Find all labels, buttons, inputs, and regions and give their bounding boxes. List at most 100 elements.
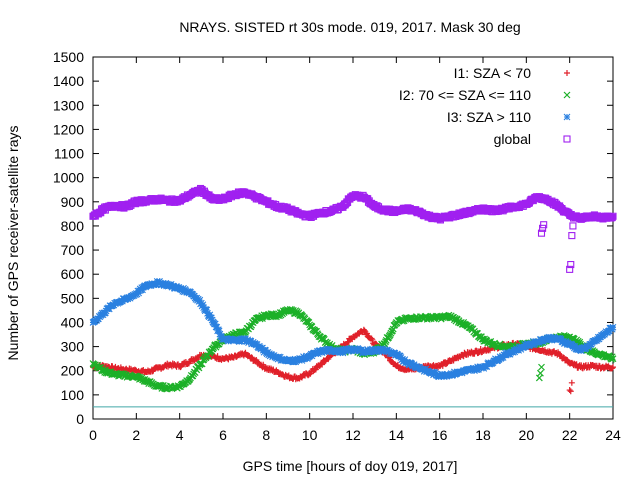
data-point	[248, 354, 255, 361]
x-tick-label: 16	[432, 427, 448, 443]
y-tick-label: 0	[76, 411, 84, 427]
data-point	[610, 364, 616, 371]
data-point	[216, 330, 224, 338]
data-point	[458, 369, 466, 377]
data-point	[609, 323, 617, 331]
series-3	[89, 277, 617, 381]
y-tick-label: 1400	[53, 73, 84, 89]
y-tick-label: 800	[61, 218, 85, 234]
x-axis-label: GPS time [hours of doy 019, 2017]	[243, 458, 458, 474]
data-point	[515, 346, 522, 354]
data-point	[247, 323, 255, 331]
x-tick-label: 20	[519, 427, 535, 443]
legend-label: global	[494, 131, 531, 147]
data-point	[313, 327, 321, 335]
x-tick-label: 18	[475, 427, 491, 443]
x-tick-label: 12	[345, 427, 361, 443]
x-tick-label: 22	[562, 427, 578, 443]
y-tick-label: 1300	[53, 97, 84, 113]
x-tick-label: 14	[389, 427, 405, 443]
data-point	[369, 336, 376, 343]
outlier-point	[566, 387, 573, 394]
data-point	[223, 335, 231, 342]
data-point	[389, 327, 396, 335]
y-tick-label: 700	[61, 242, 85, 258]
data-point	[608, 213, 616, 222]
y-axis-label: Number of GPS receiver-satellite rays	[5, 126, 21, 361]
x-tick-label: 6	[219, 427, 227, 443]
data-point	[609, 365, 616, 372]
x-tick-label: 8	[262, 427, 270, 443]
x-tick-label: 2	[132, 427, 140, 443]
data-point	[363, 330, 370, 337]
legend-label: I2: 70 <= SZA <= 110	[399, 87, 531, 103]
y-tick-label: 1500	[53, 49, 84, 65]
data-point	[215, 327, 223, 335]
outlier-point	[567, 260, 575, 269]
outlier-point	[568, 379, 575, 386]
plot-frame-and-ticks: 0100200300400500600700800900100011001200…	[53, 49, 621, 443]
outlier-point	[538, 363, 545, 371]
legend-marker	[563, 113, 571, 121]
y-tick-label: 100	[61, 387, 85, 403]
data-point	[208, 316, 216, 324]
y-tick-label: 600	[61, 266, 85, 282]
data-point	[156, 277, 163, 285]
data-point	[102, 307, 110, 315]
chart-title: NRAYS. SISTED rt 30s mode. 019, 2017. Ma…	[179, 19, 520, 35]
data-point	[344, 339, 351, 346]
data-point	[203, 306, 211, 314]
outlier-point	[537, 229, 546, 237]
legend-marker	[564, 70, 570, 76]
data-point	[381, 340, 389, 348]
data-point	[608, 325, 616, 333]
outlier-point	[540, 221, 548, 229]
y-tick-label: 300	[61, 339, 85, 355]
data-point	[211, 320, 219, 328]
data-point	[208, 314, 215, 322]
data-point	[368, 335, 375, 342]
outlier-point	[566, 265, 574, 273]
outliers	[535, 363, 545, 382]
y-tick-label: 900	[61, 194, 85, 210]
outliers	[566, 379, 575, 395]
outliers	[537, 221, 577, 273]
data-point	[206, 311, 214, 319]
data-point	[439, 362, 446, 369]
legend-marker	[563, 135, 571, 143]
y-tick-label: 1100	[54, 146, 84, 162]
y-tick-label: 500	[61, 290, 85, 306]
data-point	[204, 310, 211, 317]
legend-label: I3: SZA > 110	[447, 109, 531, 125]
series-4	[89, 184, 617, 224]
data-point	[609, 212, 617, 220]
x-tick-label: 4	[176, 427, 184, 443]
outlier-point	[568, 232, 576, 240]
data-point	[319, 361, 326, 368]
x-tick-label: 10	[302, 427, 318, 443]
y-tick-label: 1200	[53, 121, 84, 137]
legend-marker	[563, 91, 571, 99]
data-point	[196, 296, 204, 304]
outlier-point	[536, 369, 544, 377]
data-points	[89, 184, 617, 395]
outlier-point	[569, 222, 577, 230]
data-point	[136, 287, 143, 295]
y-tick-label: 1000	[53, 170, 84, 186]
data-point	[242, 335, 249, 343]
legend-label: I1: SZA < 70	[454, 65, 532, 81]
data-point	[119, 297, 126, 305]
outlier-point	[539, 224, 547, 232]
outlier-point	[567, 388, 574, 395]
data-point	[557, 336, 565, 343]
y-tick-label: 400	[61, 314, 85, 330]
x-tick-label: 0	[89, 427, 97, 443]
data-point	[539, 337, 547, 345]
series-1	[90, 326, 616, 383]
data-point	[609, 355, 617, 363]
data-point	[199, 301, 207, 309]
y-tick-label: 200	[61, 363, 85, 379]
data-point	[213, 323, 221, 331]
